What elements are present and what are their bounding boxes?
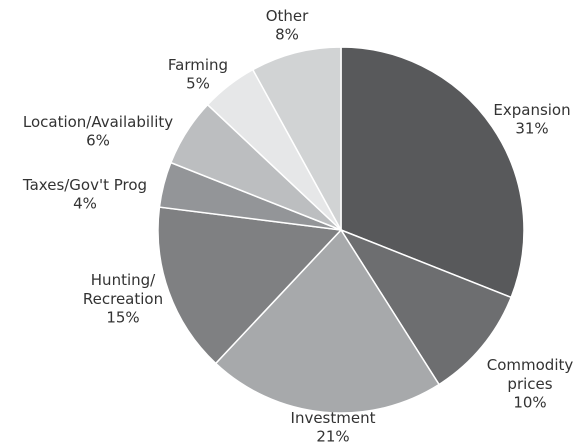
label-line: Expansion — [493, 101, 570, 119]
label-line: Farming — [168, 56, 228, 74]
label-line: Hunting/ — [91, 271, 156, 289]
value-label: 4% — [73, 195, 97, 213]
label-line: Location/Availability — [23, 113, 173, 131]
slice-label: Investment — [291, 409, 376, 427]
value-label: 6% — [86, 132, 110, 150]
slice-label: Farming — [168, 56, 228, 74]
value-label: 10% — [513, 394, 546, 412]
value-label: 5% — [186, 75, 210, 93]
value-label: 15% — [106, 309, 139, 327]
label-line: Taxes/Gov't Prog — [22, 176, 147, 194]
pie-slice — [214, 228, 441, 414]
label-line: Commodity — [487, 356, 574, 374]
pie-slice — [157, 206, 343, 365]
pie-slice — [339, 228, 513, 386]
label-line: prices — [507, 375, 552, 393]
label-line: Other — [266, 7, 309, 25]
pie-slice — [251, 46, 342, 231]
value-label: 21% — [316, 428, 349, 446]
label-line: Investment — [291, 409, 376, 427]
slice-label: Taxes/Gov't Prog — [22, 176, 147, 194]
value-label: 8% — [275, 26, 299, 44]
slice-label: Expansion — [493, 101, 570, 119]
slice-label: Commodity prices — [487, 356, 574, 393]
slice-label: Other — [266, 7, 309, 25]
label-line: Recreation — [83, 290, 163, 308]
slice-label: Location/Availability — [23, 113, 173, 131]
value-label: 31% — [515, 120, 548, 138]
slice-label: Hunting/Recreation — [83, 271, 163, 308]
pie-slice — [340, 46, 525, 299]
